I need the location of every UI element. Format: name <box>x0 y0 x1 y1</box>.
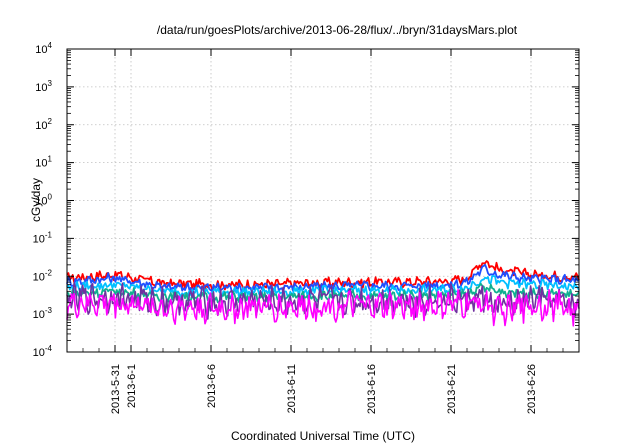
x-tick-label: 2013-6-11 <box>286 364 298 413</box>
series-group <box>66 260 580 327</box>
y-tick-label: 104 <box>35 41 52 56</box>
y-tick-exponent: -2 <box>45 268 53 277</box>
x-axis-label: Coordinated Universal Time (UTC) <box>231 429 415 443</box>
chart-title: /data/run/goesPlots/archive/2013-06-28/f… <box>157 23 518 37</box>
x-tick-label: 2013-6-21 <box>446 364 458 414</box>
y-tick-label: 101 <box>35 155 52 170</box>
series-line <box>66 289 580 327</box>
x-tick-label: 2013-6-26 <box>526 364 538 414</box>
y-tick-label: 10-2 <box>33 268 53 283</box>
y-tick-exponent: 1 <box>48 155 53 164</box>
y-tick-exponent: 4 <box>48 41 53 50</box>
y-tick-exponent: 0 <box>48 193 53 202</box>
y-axis-label: cGy/day <box>29 178 43 222</box>
y-tick-label: 10-4 <box>33 344 53 359</box>
x-tick-label: 2013-6-1 <box>126 364 138 408</box>
x-tick-label: 2013-5-31 <box>110 364 122 414</box>
y-tick-exponent: -1 <box>45 230 53 239</box>
y-tick-label: 10-3 <box>33 306 53 321</box>
y-tick-exponent: 2 <box>48 117 53 126</box>
x-tick-label: 2013-6-16 <box>366 364 378 414</box>
x-axis: 2013-5-31 2013-6-1 2013-6-6 2013-6-11 2013-6… <box>82 49 564 414</box>
y-tick-label: 10-1 <box>33 230 53 245</box>
series-line <box>66 275 580 299</box>
y-tick-exponent: -3 <box>45 306 53 315</box>
y-tick-label: 103 <box>35 79 52 94</box>
y-tick-label: 102 <box>35 117 52 132</box>
y-tick-exponent: -4 <box>45 344 53 353</box>
x-tick-label: 2013-6-6 <box>206 364 218 408</box>
series-line <box>66 282 580 320</box>
y-tick-exponent: 3 <box>48 79 53 88</box>
